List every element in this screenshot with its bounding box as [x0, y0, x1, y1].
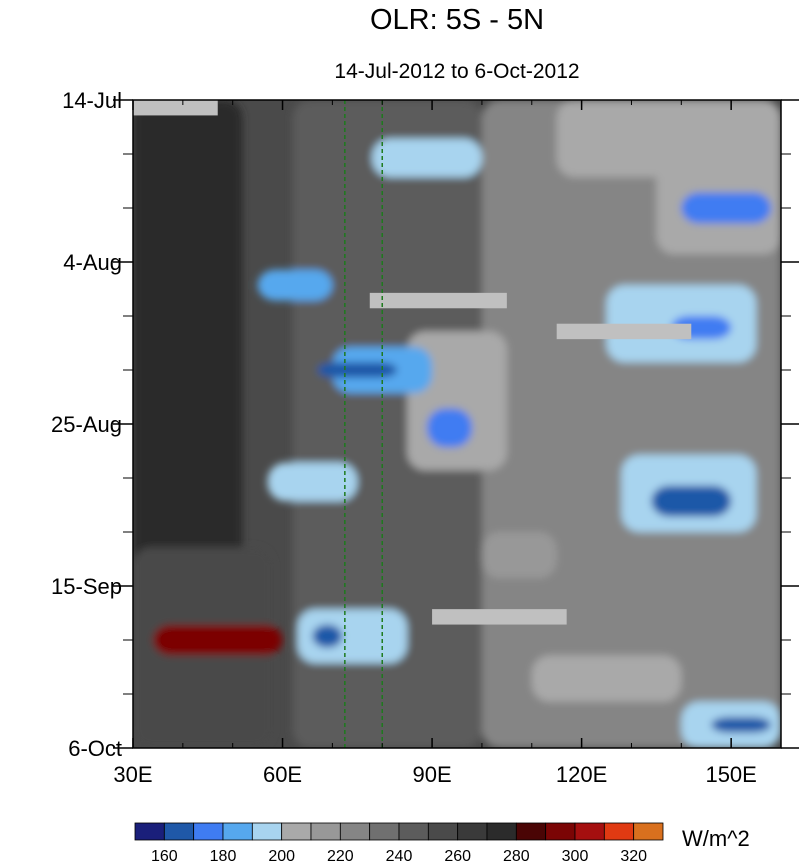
olr-region-21 — [267, 462, 358, 502]
olr-region-24 — [531, 655, 682, 702]
colorbar-swatch-1 — [163, 822, 195, 841]
olr-region-7 — [372, 138, 482, 178]
colorbar-tick-label-1: 180 — [210, 848, 237, 863]
reference-lines — [344, 100, 383, 748]
colorbar-tick-label-6: 280 — [503, 848, 530, 863]
olr-region-11 — [317, 362, 398, 378]
olr-region-4 — [481, 100, 781, 748]
olr-region-16 — [651, 485, 732, 517]
missing-segment-2 — [556, 323, 692, 340]
colorbar-swatch-8 — [369, 822, 400, 841]
missing-data-layer — [133, 100, 692, 625]
colorbar-tick-label-4: 240 — [386, 848, 413, 863]
x-tick-label-0: 30E — [113, 762, 152, 787]
olr-region-19 — [297, 609, 408, 664]
missing-segment-1 — [369, 292, 507, 309]
colorbar-swatch-14 — [545, 822, 576, 841]
missing-segment-3 — [432, 609, 567, 625]
colorbar-swatch-17 — [633, 822, 664, 841]
colorbar-tick-label-7: 300 — [562, 848, 589, 863]
x-axis: 30E 60E 90E 120E 150E — [113, 100, 757, 787]
colorbar-swatch-3 — [222, 822, 253, 841]
colorbar-tick-label-8: 320 — [620, 848, 647, 863]
colorbar-swatch-2 — [193, 822, 224, 841]
colorbar-swatch-9 — [398, 822, 429, 841]
colorbar-tick-label-5: 260 — [444, 848, 471, 863]
y-tick-label-3: 15-Sep — [51, 574, 122, 599]
y-tick-label-2: 25-Aug — [51, 412, 122, 437]
colorbar-tick-label-0: 160 — [151, 848, 178, 863]
olr-region-22 — [681, 192, 772, 224]
colorbar-swatch-7 — [339, 822, 371, 841]
olr-region-6 — [556, 100, 707, 178]
y-tick-label-0: 14-Jul — [62, 88, 122, 113]
chart-title: OLR: 5S - 5N — [370, 4, 544, 36]
olr-region-3 — [292, 100, 482, 748]
colorbar-swatch-15 — [574, 822, 605, 841]
colorbar: 160 180 200 220 240 260 280 300 320 — [134, 822, 664, 863]
olr-region-10 — [427, 408, 472, 448]
x-tick-label-2: 90E — [412, 762, 451, 787]
colorbar-swatch-6 — [310, 822, 341, 841]
colorbar-swatch-13 — [515, 822, 547, 841]
olr-region-23 — [481, 532, 557, 579]
missing-segment-0 — [133, 100, 218, 116]
x-tick-label-3: 120E — [556, 762, 607, 787]
olr-region-2 — [152, 624, 283, 656]
colorbar-swatch-0 — [134, 822, 165, 841]
colorbar-unit: W/m^2 — [682, 826, 750, 851]
colorbar-tick-label-2: 200 — [268, 848, 295, 863]
x-tick-label-1: 60E — [263, 762, 302, 787]
colorbar-swatch-10 — [427, 822, 459, 841]
chart-subtitle: 14-Jul-2012 to 6-Oct-2012 — [334, 60, 579, 83]
colorbar-swatch-16 — [603, 822, 635, 841]
colorbar-swatch-4 — [251, 822, 283, 841]
colorbar-swatch-5 — [281, 822, 312, 841]
olr-contour-layer — [133, 100, 781, 748]
olr-region-20 — [312, 624, 343, 648]
y-tick-label-1: 4-Aug — [63, 250, 122, 275]
olr-region-18 — [711, 717, 772, 733]
olr-region-12 — [257, 269, 333, 301]
y-axis: 14-Jul 4-Aug 25-Aug 15-Sep 6-Oct — [51, 88, 799, 761]
colorbar-swatch-11 — [457, 822, 488, 841]
plot-area — [133, 100, 781, 748]
x-tick-label-4: 150E — [705, 762, 756, 787]
y-tick-label-4: 6-Oct — [68, 736, 122, 761]
colorbar-swatch-12 — [486, 822, 517, 841]
colorbar-tick-label-3: 220 — [327, 848, 354, 863]
